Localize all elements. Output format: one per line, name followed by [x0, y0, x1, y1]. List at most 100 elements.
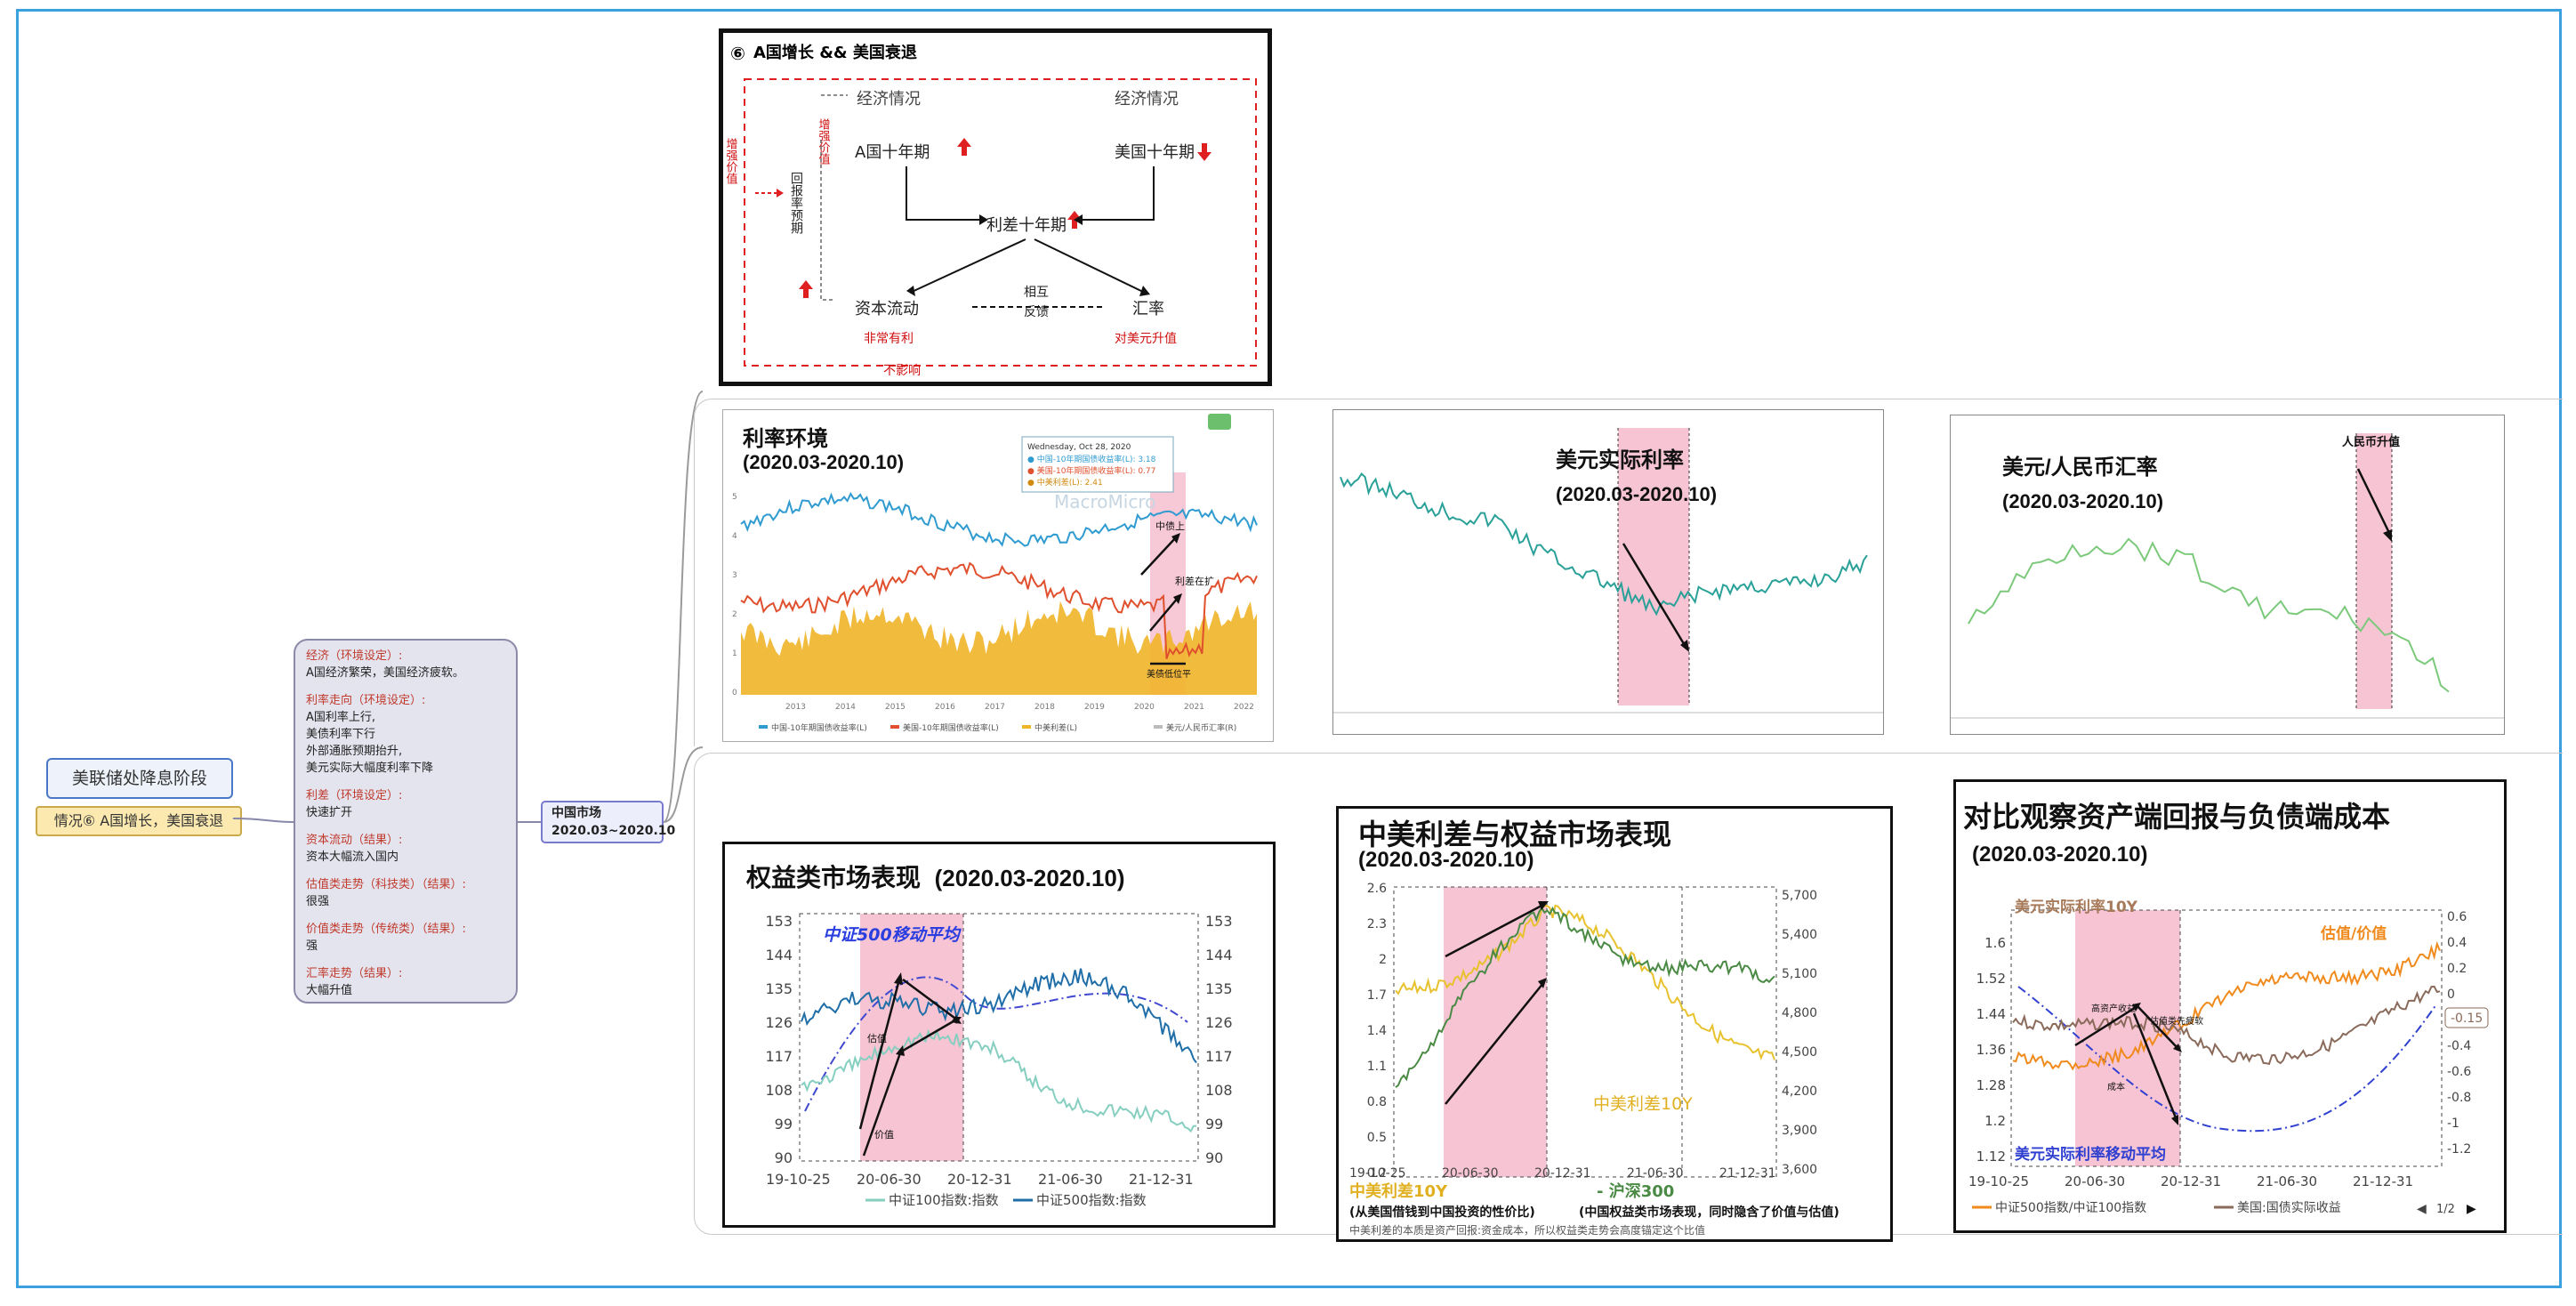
tick-label: 4,200: [1782, 1084, 1817, 1099]
tick-label: 21-12-31: [2353, 1173, 2413, 1189]
usdcny-chart: 人民币升值: [1951, 433, 2504, 719]
tick-label: 99: [1205, 1116, 1223, 1133]
cny-appreciate-ann: 人民币升值: [2342, 435, 2400, 449]
tick-label: 20-06-30: [1442, 1166, 1499, 1181]
tick-label: 20-12-31: [2161, 1173, 2221, 1189]
tick-label: 2019: [1084, 703, 1105, 712]
note-line: 外部通胀预期抬升,: [306, 745, 403, 758]
rate-env-panel: 利率环境 (2020.03-2020.10) 5 4 3 2 1 0 2013 2014 20…: [722, 409, 1274, 742]
tick-label: 1.7: [1367, 988, 1387, 1003]
equity-title: 权益类市场表现 (2020.03-2020.10): [746, 864, 1125, 891]
tick-label: 20-12-31: [1534, 1166, 1591, 1181]
cp-prev-icon: ◀: [2417, 1202, 2427, 1216]
tick-label: 0.2: [2447, 962, 2467, 976]
usd-real-period: (2020.03-2020.10): [1556, 483, 1718, 505]
se-legend-spread: 中美利差10Y: [1349, 1181, 1448, 1201]
cp-pager: 1/2: [2436, 1203, 2455, 1216]
se-sub1: (从美国借钱到中国投资的性价比): [1349, 1205, 1535, 1220]
note-line: 美元实际大幅度利率下降: [306, 762, 434, 775]
tick-label: 117: [1205, 1048, 1233, 1065]
tick-label: 0.6: [2447, 910, 2467, 924]
note-line: A国经济繁荣，美国经济疲软。: [306, 666, 464, 680]
spread-equity-title: 中美利差与权益市场表现: [1358, 818, 1672, 851]
tick-label: 2018: [1034, 703, 1055, 712]
tick-label: 0: [732, 689, 737, 697]
feedback-label: 反馈: [1024, 305, 1049, 319]
tick-label: 0: [2447, 988, 2455, 1002]
tick-label: 99: [775, 1116, 793, 1133]
tick-label: 21-06-30: [1627, 1166, 1684, 1181]
tick-label: 21-06-30: [1038, 1171, 1103, 1188]
note-group: 估值类走势（科技类）（结果）: 很强: [306, 876, 505, 910]
cp-gv-label: 估值/价值: [2320, 924, 2387, 943]
tick-label: 90: [1205, 1149, 1223, 1166]
tick-label: 2014: [835, 703, 856, 712]
econ-right-label: 经济情况: [1115, 90, 1179, 109]
tick-label: 21-06-30: [2257, 1173, 2317, 1189]
tick-label: 2: [1379, 953, 1387, 967]
tick-label: 19-10-25: [1968, 1173, 2029, 1189]
tooltip-row-2: ● 美国-10年期国债收益率(L): 0.77: [1027, 465, 1155, 476]
ann-spread-widen: 利差在扩: [1175, 575, 1214, 587]
rate-legend-item: 美国-10年期国债收益率(L): [903, 722, 999, 733]
china-market-topic[interactable]: 中国市场 2020.03~2020.10: [541, 801, 676, 843]
tick-label: 3,900: [1782, 1124, 1817, 1138]
tick-label: 2017: [985, 703, 1005, 712]
tick-label: 2: [732, 610, 737, 619]
note-line: A国利率上行,: [306, 711, 376, 724]
tick-label: 2020: [1134, 703, 1155, 712]
eq-legend-500: 中证500指数:指数: [1036, 1192, 1147, 1208]
tick-label: 126: [765, 1014, 793, 1031]
tick-label: 2021: [1184, 703, 1204, 712]
tick-label: 4: [732, 532, 737, 541]
tick-label: 0.4: [2447, 936, 2467, 950]
very-good-label: 非常有利: [864, 332, 914, 346]
concept-diagram-panel: ⑥ A国增长 && 美国衰退 经济情况 经济情况 A国十年期 美国十年期 利差十…: [719, 28, 1272, 386]
tick-label: 2016: [935, 703, 955, 712]
tick-label: 108: [1205, 1082, 1233, 1099]
tick-label: 117: [765, 1048, 793, 1065]
tick-label: 1.12: [1976, 1149, 2006, 1165]
se-sub2: (中国权益类市场表现，同时隐含了价值与估值): [1579, 1205, 1839, 1220]
econ-left-label: 经济情况: [857, 90, 921, 109]
rate-env-title: 利率环境: [743, 427, 828, 451]
tick-label: -1: [2447, 1117, 2459, 1131]
tick-label: 1.4: [1367, 1024, 1387, 1038]
tick-label: 90: [775, 1149, 793, 1166]
tick-label: 2.6: [1367, 882, 1387, 896]
eq-legend-100: 中证100指数:指数: [889, 1192, 999, 1208]
tick-label: 0.5: [1367, 1131, 1387, 1145]
china-market-line2: 2020.03~2020.10: [551, 824, 676, 838]
note-heading: 经济（环境设定）:: [306, 649, 403, 663]
cp-ann3: 成本: [2107, 1081, 2125, 1092]
tick-label: 1: [732, 649, 737, 658]
watermark: MacroMicro: [1054, 491, 1155, 512]
rate-legend-item: 中国-10年期国债收益率(L): [771, 722, 867, 733]
note-group: 资本流动（结果）: 资本大幅流入国内: [306, 832, 505, 866]
se-foot: 中美利差的本质是资产回报:资金成本，所以权益类走势会高度锚定这个比值: [1349, 1223, 1705, 1237]
note-heading: 利差（环境设定）:: [306, 789, 403, 802]
se-legend-hs300: - 沪深300: [1597, 1181, 1674, 1201]
tick-label: 0.8: [1367, 1095, 1387, 1109]
note-group: 汇率走势（结果）: 大幅升值: [306, 965, 505, 999]
case-topic[interactable]: 情况⑥ A国增长，美国衰退: [36, 806, 242, 836]
tick-label: 21-12-31: [1719, 1166, 1776, 1181]
cp-ann2: 估值类先疲软: [2150, 1015, 2203, 1027]
diagram-number: ⑥: [730, 43, 745, 64]
growth-value-label: 增强价值: [724, 138, 738, 185]
tick-label: 19-10-25: [1349, 1166, 1406, 1181]
note-group: 利率走向（环境设定）: A国利率上行, 美债利率下行 外部通胀预期抬升, 美元实际大幅度…: [306, 692, 505, 777]
tick-label: 153: [765, 913, 793, 930]
tick-label: 19-10-25: [766, 1171, 831, 1188]
tick-label: 1.6: [1984, 935, 2006, 951]
cp-ann1: 高资产收益: [2091, 1003, 2136, 1014]
usd-real-rate-chart: [1333, 428, 1883, 713]
root-topic[interactable]: 美联储处降息阶段: [46, 758, 233, 799]
notes-topic[interactable]: 经济（环境设定）: A国经济繁荣，美国经济疲软。利率走向（环境设定）: A国利率上行…: [294, 639, 518, 1004]
eq-ma-label: 中证500移动平均: [823, 925, 962, 945]
note-line: 很强: [306, 895, 330, 908]
se-in-label: 中美利差10Y: [1593, 1094, 1693, 1114]
diagram-title: A国增长 && 美国衰退: [753, 43, 917, 62]
cp-next-icon[interactable]: ▶: [2467, 1202, 2476, 1216]
